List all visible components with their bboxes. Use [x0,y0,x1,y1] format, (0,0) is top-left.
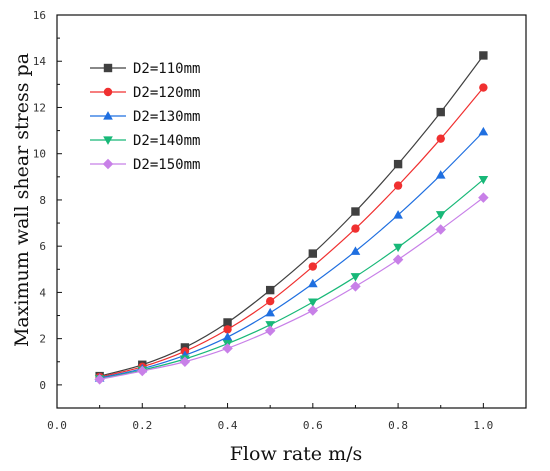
series-line [99,197,484,380]
data-point [265,321,276,330]
series-line [99,87,484,378]
data-point [223,318,232,327]
legend-marker [103,63,113,73]
data-point [265,285,275,295]
data-point [393,181,403,190]
legend-label: D2=140mm [133,133,200,149]
x-tick-label: 0.4 [218,419,238,432]
legend-item: D2=140mm [90,133,200,149]
legend-item: D2=150mm [90,157,200,173]
data-point [179,356,191,368]
data-point [350,273,361,282]
data-point [479,51,488,60]
data-point [94,374,105,385]
data-point [435,224,446,235]
y-tick-label: 4 [39,286,46,299]
data-point [222,332,233,341]
y-tick-label: 10 [33,148,46,161]
y-tick-label: 6 [39,240,46,253]
series-line [99,55,484,377]
data-point [308,262,318,271]
data-point [436,107,445,117]
data-point [478,126,489,136]
data-point [479,83,488,92]
data-point [478,175,489,185]
y-tick-label: 12 [33,101,46,114]
data-point [478,192,489,203]
y-tick-label: 16 [33,9,46,22]
data-point [393,243,403,253]
legend-marker [103,136,113,145]
data-point [265,296,275,306]
legend-label: D2=150mm [133,157,200,173]
legend-item: D2=130mm [90,109,200,125]
data-point [308,249,318,258]
x-tick-label: 0.2 [132,419,152,432]
x-tick-label: 0.0 [47,419,67,432]
data-point [223,325,232,334]
data-point [307,298,318,307]
data-point [393,159,403,169]
data-point [392,254,404,265]
y-tick-label: 14 [33,55,47,68]
data-point [350,246,361,255]
series-4 [94,192,489,385]
data-point [307,278,318,288]
data-point [137,365,148,377]
y-axis-label: Maximum wall shear stress pa [11,53,33,347]
y-tick-label: 8 [39,194,46,207]
data-point [435,170,446,179]
data-point [307,305,319,316]
legend-marker [103,111,113,120]
data-point [265,307,276,317]
legend-marker [103,87,113,97]
series-line [99,179,484,380]
legend-label: D2=120mm [133,85,200,101]
data-point [436,134,445,143]
legend-item: D2=120mm [90,85,200,101]
x-tick-label: 0.8 [388,419,408,432]
plot-frame [56,14,527,409]
legend-label: D2=130mm [133,109,200,125]
data-point [264,325,276,337]
data-point [435,211,446,220]
legend-marker [102,158,114,170]
legend-item: D2=110mm [90,61,200,77]
data-point [222,343,233,354]
data-point [351,224,360,233]
x-tick-label: 1.0 [473,419,493,432]
y-tick-label: 2 [39,333,46,346]
series-2 [94,126,489,382]
series-line [99,131,484,379]
data-point [350,281,361,292]
data-point [351,207,360,216]
series-3 [94,175,489,384]
y-tick-label: 0 [39,379,46,392]
legend-label: D2=110mm [133,61,200,77]
data-point [393,210,403,219]
x-axis-label: Flow rate m/s [230,443,363,465]
x-tick-label: 0.6 [303,419,323,432]
